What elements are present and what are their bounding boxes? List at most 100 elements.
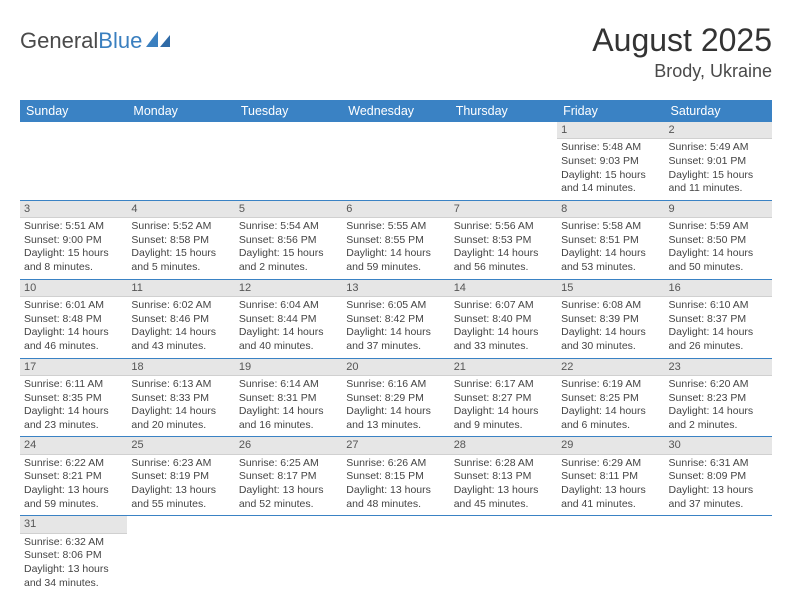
day-number — [127, 516, 234, 532]
day-info-line: Sunset: 8:46 PM — [131, 313, 230, 327]
day-number: 7 — [450, 201, 557, 218]
day-info-line: Sunrise: 6:17 AM — [454, 378, 553, 392]
day-info-line: Daylight: 14 hours and 26 minutes. — [669, 326, 768, 353]
day-info-line: Daylight: 14 hours and 23 minutes. — [24, 405, 123, 432]
day-body: Sunrise: 6:29 AMSunset: 8:11 PMDaylight:… — [557, 455, 664, 516]
day-number — [20, 122, 127, 138]
day-info-line: Sunset: 8:17 PM — [239, 470, 338, 484]
calendar-week-row: 1Sunrise: 5:48 AMSunset: 9:03 PMDaylight… — [20, 122, 772, 200]
day-info-line: Sunset: 8:51 PM — [561, 234, 660, 248]
calendar-day-cell: 27Sunrise: 6:26 AMSunset: 8:15 PMDayligh… — [342, 437, 449, 516]
day-info-line: Sunrise: 6:13 AM — [131, 378, 230, 392]
day-info-line: Sunset: 8:48 PM — [24, 313, 123, 327]
day-body: Sunrise: 6:31 AMSunset: 8:09 PMDaylight:… — [665, 455, 772, 516]
calendar-day-cell: 8Sunrise: 5:58 AMSunset: 8:51 PMDaylight… — [557, 200, 664, 279]
day-body: Sunrise: 6:01 AMSunset: 8:48 PMDaylight:… — [20, 297, 127, 358]
day-header: Thursday — [450, 100, 557, 122]
day-body: Sunrise: 6:25 AMSunset: 8:17 PMDaylight:… — [235, 455, 342, 516]
calendar-day-cell: 25Sunrise: 6:23 AMSunset: 8:19 PMDayligh… — [127, 437, 234, 516]
day-number: 24 — [20, 437, 127, 454]
day-number: 8 — [557, 201, 664, 218]
day-info-line: Sunrise: 5:51 AM — [24, 220, 123, 234]
calendar-day-cell: 20Sunrise: 6:16 AMSunset: 8:29 PMDayligh… — [342, 358, 449, 437]
day-info-line: Sunrise: 6:02 AM — [131, 299, 230, 313]
day-info-line: Sunrise: 6:10 AM — [669, 299, 768, 313]
day-info-line: Daylight: 13 hours and 41 minutes. — [561, 484, 660, 511]
day-info-line: Sunrise: 6:20 AM — [669, 378, 768, 392]
day-info-line: Sunset: 9:03 PM — [561, 155, 660, 169]
day-info-line: Daylight: 13 hours and 52 minutes. — [239, 484, 338, 511]
day-body: Sunrise: 5:56 AMSunset: 8:53 PMDaylight:… — [450, 218, 557, 279]
day-info-line: Daylight: 14 hours and 56 minutes. — [454, 247, 553, 274]
day-info-line: Sunset: 8:56 PM — [239, 234, 338, 248]
day-number — [342, 122, 449, 138]
day-info-line: Daylight: 14 hours and 30 minutes. — [561, 326, 660, 353]
day-header: Wednesday — [342, 100, 449, 122]
day-number: 9 — [665, 201, 772, 218]
calendar-day-cell: 11Sunrise: 6:02 AMSunset: 8:46 PMDayligh… — [127, 279, 234, 358]
day-body — [20, 138, 127, 144]
day-info-line: Sunset: 8:31 PM — [239, 392, 338, 406]
day-body: Sunrise: 6:17 AMSunset: 8:27 PMDaylight:… — [450, 376, 557, 437]
day-info-line: Daylight: 13 hours and 34 minutes. — [24, 563, 123, 590]
calendar-week-row: 3Sunrise: 5:51 AMSunset: 9:00 PMDaylight… — [20, 200, 772, 279]
day-info-line: Sunset: 8:53 PM — [454, 234, 553, 248]
calendar-day-cell: 16Sunrise: 6:10 AMSunset: 8:37 PMDayligh… — [665, 279, 772, 358]
day-body: Sunrise: 6:19 AMSunset: 8:25 PMDaylight:… — [557, 376, 664, 437]
calendar-day-cell: 12Sunrise: 6:04 AMSunset: 8:44 PMDayligh… — [235, 279, 342, 358]
day-info-line: Daylight: 15 hours and 11 minutes. — [669, 169, 768, 196]
calendar-day-cell — [235, 516, 342, 594]
day-body: Sunrise: 5:55 AMSunset: 8:55 PMDaylight:… — [342, 218, 449, 279]
day-info-line: Sunset: 8:40 PM — [454, 313, 553, 327]
day-number: 11 — [127, 280, 234, 297]
day-number: 10 — [20, 280, 127, 297]
day-header: Tuesday — [235, 100, 342, 122]
calendar-day-cell: 3Sunrise: 5:51 AMSunset: 9:00 PMDaylight… — [20, 200, 127, 279]
day-body: Sunrise: 5:52 AMSunset: 8:58 PMDaylight:… — [127, 218, 234, 279]
day-info-line: Sunset: 8:13 PM — [454, 470, 553, 484]
day-info-line: Sunset: 8:06 PM — [24, 549, 123, 563]
day-body: Sunrise: 6:11 AMSunset: 8:35 PMDaylight:… — [20, 376, 127, 437]
day-info-line: Sunset: 8:35 PM — [24, 392, 123, 406]
calendar-day-cell: 19Sunrise: 6:14 AMSunset: 8:31 PMDayligh… — [235, 358, 342, 437]
calendar-day-cell: 15Sunrise: 6:08 AMSunset: 8:39 PMDayligh… — [557, 279, 664, 358]
day-info-line: Sunrise: 5:49 AM — [669, 141, 768, 155]
day-info-line: Sunrise: 5:52 AM — [131, 220, 230, 234]
day-body: Sunrise: 6:23 AMSunset: 8:19 PMDaylight:… — [127, 455, 234, 516]
day-body: Sunrise: 6:22 AMSunset: 8:21 PMDaylight:… — [20, 455, 127, 516]
calendar-day-cell — [450, 122, 557, 200]
calendar-day-cell — [127, 516, 234, 594]
location: Brody, Ukraine — [592, 61, 772, 82]
day-header: Friday — [557, 100, 664, 122]
day-info-line: Sunrise: 6:25 AM — [239, 457, 338, 471]
day-info-line: Sunrise: 5:54 AM — [239, 220, 338, 234]
day-info-line: Daylight: 14 hours and 40 minutes. — [239, 326, 338, 353]
day-body: Sunrise: 6:16 AMSunset: 8:29 PMDaylight:… — [342, 376, 449, 437]
day-info-line: Sunrise: 6:26 AM — [346, 457, 445, 471]
day-info-line: Sunrise: 6:01 AM — [24, 299, 123, 313]
day-info-line: Sunrise: 6:22 AM — [24, 457, 123, 471]
day-info-line: Daylight: 14 hours and 50 minutes. — [669, 247, 768, 274]
calendar-day-cell: 14Sunrise: 6:07 AMSunset: 8:40 PMDayligh… — [450, 279, 557, 358]
day-body — [557, 533, 664, 539]
day-info-line: Sunset: 8:50 PM — [669, 234, 768, 248]
day-body: Sunrise: 6:04 AMSunset: 8:44 PMDaylight:… — [235, 297, 342, 358]
day-info-line: Daylight: 14 hours and 2 minutes. — [669, 405, 768, 432]
day-info-line: Daylight: 15 hours and 2 minutes. — [239, 247, 338, 274]
day-body: Sunrise: 6:05 AMSunset: 8:42 PMDaylight:… — [342, 297, 449, 358]
calendar-day-cell: 4Sunrise: 5:52 AMSunset: 8:58 PMDaylight… — [127, 200, 234, 279]
day-info-line: Daylight: 13 hours and 55 minutes. — [131, 484, 230, 511]
day-body: Sunrise: 5:58 AMSunset: 8:51 PMDaylight:… — [557, 218, 664, 279]
day-body: Sunrise: 5:59 AMSunset: 8:50 PMDaylight:… — [665, 218, 772, 279]
day-number — [665, 516, 772, 532]
day-info-line: Sunrise: 6:31 AM — [669, 457, 768, 471]
day-info-line: Sunset: 9:00 PM — [24, 234, 123, 248]
calendar-day-cell: 13Sunrise: 6:05 AMSunset: 8:42 PMDayligh… — [342, 279, 449, 358]
day-number — [450, 516, 557, 532]
day-body — [235, 533, 342, 539]
month-title: August 2025 — [592, 22, 772, 59]
day-info-line: Sunrise: 6:07 AM — [454, 299, 553, 313]
day-body: Sunrise: 6:14 AMSunset: 8:31 PMDaylight:… — [235, 376, 342, 437]
day-info-line: Sunset: 8:25 PM — [561, 392, 660, 406]
calendar-day-cell: 18Sunrise: 6:13 AMSunset: 8:33 PMDayligh… — [127, 358, 234, 437]
